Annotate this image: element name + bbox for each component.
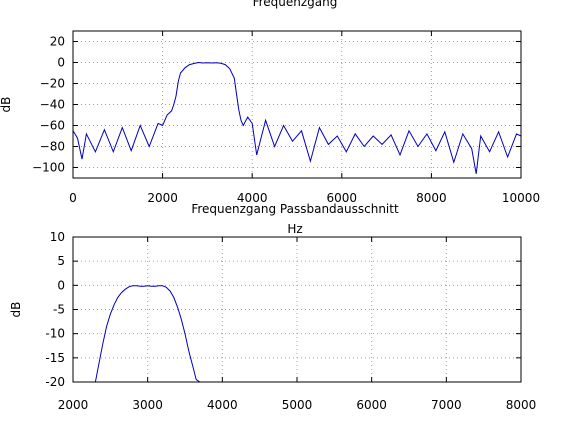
y-tick-label: −20 [40, 77, 65, 91]
x-tick-label: 6000 [327, 191, 358, 205]
series-line [94, 285, 201, 382]
x-tick-label: 8000 [506, 398, 537, 412]
x-tick-label: 5000 [282, 398, 313, 412]
y-tick-label: 0 [57, 56, 65, 70]
plot-frame [72, 236, 522, 383]
y-tick-label: −100 [32, 161, 65, 175]
chart-title: Frequenzgang Passbandausschnitt [191, 202, 399, 216]
y-tick-label: 10 [50, 230, 65, 244]
x-axis-label: Hz [287, 222, 302, 236]
y-tick-label: −80 [40, 140, 65, 154]
y-tick-label: 5 [57, 254, 65, 268]
x-tick-label: 10000 [502, 191, 540, 205]
y-tick-label: -5 [53, 303, 65, 317]
x-tick-label: 3000 [132, 398, 163, 412]
x-tick-label: 8000 [416, 191, 447, 205]
series-line [72, 61, 522, 174]
chart-title: Frequenzgang [253, 0, 338, 9]
y-tick-label: −40 [40, 98, 65, 112]
x-tick-label: 4000 [207, 398, 238, 412]
x-tick-label: 6000 [356, 398, 387, 412]
y-tick-label: -10 [45, 327, 65, 341]
x-tick-label: 2000 [58, 398, 89, 412]
x-tick-label: 2000 [147, 191, 178, 205]
y-tick-label: -15 [45, 351, 65, 365]
y-tick-label: −60 [40, 119, 65, 133]
x-tick-label: 4000 [237, 191, 268, 205]
plot-frame [72, 30, 522, 179]
x-tick-label: 0 [69, 191, 77, 205]
chart-1: 0 2000 4000 6000 8000 10000 20 0 −20 −40 −60 −80 −10… [0, 0, 540, 236]
x-tick-label: 7000 [431, 398, 462, 412]
y-tick-label: 20 [50, 35, 65, 49]
y-tick-label: -20 [45, 375, 65, 389]
y-tick-label: 0 [57, 278, 65, 292]
y-axis-label: dB [0, 97, 13, 113]
y-axis-label: dB [9, 302, 23, 318]
chart-2: 2000 3000 4000 5000 6000 7000 8000 10 5 0 -5 -10 -15… [9, 202, 536, 412]
